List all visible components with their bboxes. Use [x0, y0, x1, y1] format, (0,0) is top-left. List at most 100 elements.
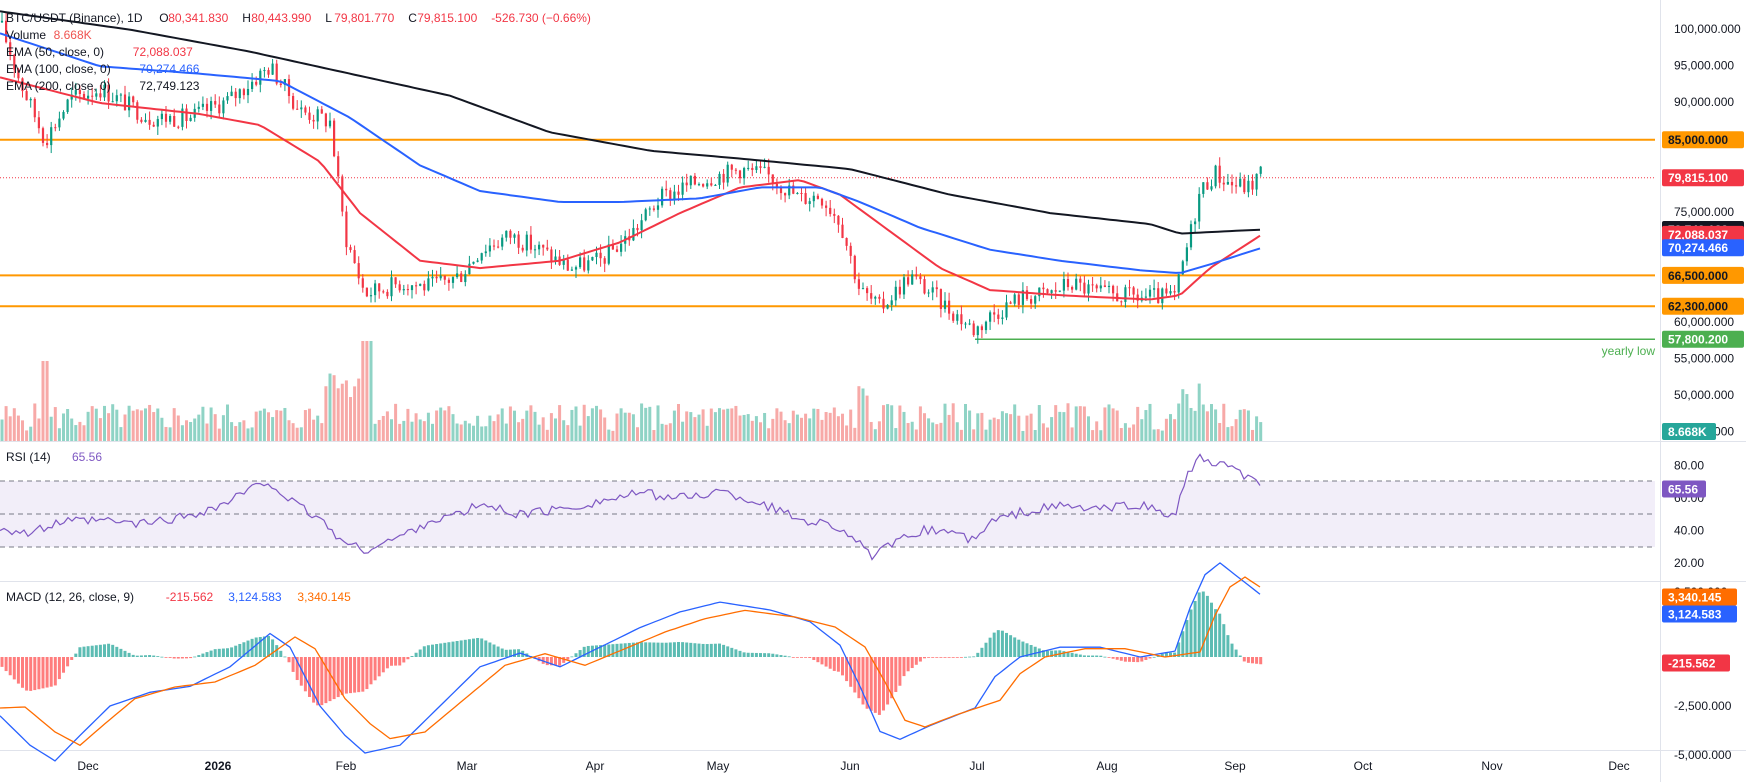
macd-histogram-bar [33, 657, 37, 691]
macd-histogram-bar [1173, 652, 1177, 657]
macd-histogram-bar [1025, 643, 1029, 657]
candle-body [1243, 178, 1246, 193]
candle-body [652, 208, 655, 210]
volume-bar [406, 408, 410, 441]
candle-body [911, 274, 914, 285]
candle-body [431, 276, 434, 279]
price-label-bg [1662, 423, 1716, 440]
candle-body [993, 312, 996, 315]
macd-histogram-bar [70, 657, 74, 660]
macd-histogram-bar [615, 643, 619, 657]
candle-body [898, 286, 901, 295]
volume-bar [980, 412, 984, 441]
macd-histogram-bar [1246, 657, 1250, 663]
candle-body [857, 279, 860, 289]
volume-bar [115, 409, 119, 441]
volume-bar [254, 411, 258, 441]
volume-bar [947, 414, 951, 441]
volume-bar [1152, 429, 1156, 441]
macd-histogram-bar [689, 642, 693, 657]
candle-body [587, 260, 590, 271]
volume-bar [656, 405, 660, 441]
macd-histogram-bar [480, 638, 484, 657]
macd-histogram-bar [414, 652, 418, 657]
macd-histogram-bar [877, 657, 881, 715]
volume-bar [336, 388, 340, 441]
candle-body [390, 277, 393, 297]
macd-histogram-bar [41, 657, 45, 689]
volume-bar [70, 418, 74, 441]
rsi-tick-label: 40.00 [1674, 524, 1704, 538]
time-axis[interactable]: Dec 2026 Feb Mar Apr May Jun Jul Aug Sep Oct Nov Dec [77, 759, 1629, 773]
macd-histogram-bar [804, 657, 808, 658]
macd-histogram-bar [1222, 624, 1226, 657]
macd-histogram-bar [939, 657, 943, 658]
macd-axis[interactable]: 2,500.000-2,500.000-5,000.0003,340.1453,… [1662, 585, 1737, 762]
macd-histogram-bar [902, 657, 906, 677]
volume-bar [795, 414, 799, 441]
volume-bar [1041, 423, 1045, 441]
volume-bar [861, 388, 865, 441]
macd-histogram-bar [1201, 591, 1205, 657]
macd-histogram-bar [115, 646, 119, 657]
candle-body [890, 300, 893, 305]
candle-body [382, 291, 385, 293]
volume-bar [754, 416, 758, 441]
candle-body [976, 326, 979, 336]
candle-body [99, 93, 102, 98]
candle-body [230, 91, 233, 97]
macd-histogram-bar [1103, 656, 1107, 658]
volume-bar [0, 419, 4, 441]
candle-body [866, 288, 869, 294]
volume-bar [726, 408, 730, 441]
volume-bar [394, 403, 398, 441]
candle-body [304, 107, 307, 113]
volume-bar [1021, 430, 1025, 441]
volume-bar [480, 426, 484, 441]
candle-body [365, 287, 368, 297]
volume-bar [148, 404, 152, 441]
volume-bar [275, 410, 279, 441]
candle-body [177, 126, 180, 128]
candle-body [1214, 165, 1217, 187]
price-tick-label: 50,000.000 [1674, 388, 1734, 402]
volume-bar [1246, 410, 1250, 441]
volume-bar [197, 414, 201, 441]
macd-histogram-bar [271, 639, 275, 657]
macd-histogram-bar [336, 657, 340, 698]
volume-bar [812, 408, 816, 441]
macd-histogram-bar [312, 657, 316, 703]
macd-histogram-bar [668, 642, 672, 657]
candle-body [324, 113, 327, 127]
candle-body [1001, 317, 1004, 319]
volume-bar [21, 420, 24, 441]
macd-histogram-bar [918, 657, 922, 662]
price-label: 70,274.466 [1668, 241, 1728, 255]
candle-body [1054, 290, 1057, 292]
macd-histogram-bar [1062, 651, 1066, 657]
macd-histogram-bar [660, 642, 664, 657]
candle-body [357, 263, 360, 279]
volume-bar [1029, 413, 1033, 441]
candle-body [1194, 221, 1197, 225]
volume-bar [832, 407, 836, 441]
macd-histogram-bar [562, 657, 566, 663]
candle-body [907, 277, 910, 285]
macd-histogram-bar [947, 657, 951, 658]
macd-histogram-bar [168, 657, 172, 658]
candle-body [861, 288, 865, 290]
macd-histogram-bar [308, 657, 311, 697]
volume-bar [390, 419, 393, 441]
macd-histogram-bar [578, 650, 582, 657]
macd-histogram-bar [422, 646, 426, 657]
macd-histogram-bar [365, 657, 369, 690]
macd-histogram-bar [574, 653, 578, 657]
candle-body [656, 205, 660, 210]
macd-tick-label: -5,000.000 [1674, 748, 1732, 762]
volume-bar [1046, 427, 1049, 441]
candle-body [751, 167, 754, 170]
macd-histogram-bar [463, 639, 467, 657]
candle-body [886, 304, 889, 309]
